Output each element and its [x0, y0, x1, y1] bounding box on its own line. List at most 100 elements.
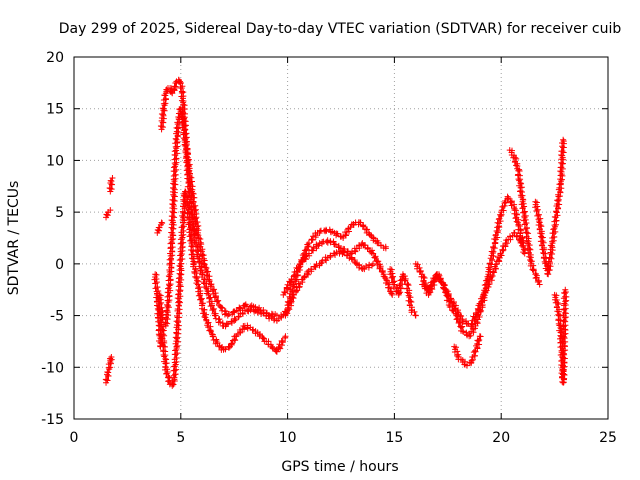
data-point-fill	[237, 305, 244, 312]
data-point-fill	[559, 351, 566, 358]
data-point-fill	[371, 254, 378, 261]
data-point-fill	[188, 255, 195, 262]
data-point-fill	[357, 219, 364, 226]
data-point-fill	[191, 202, 198, 209]
x-tick-label: 20	[492, 430, 510, 446]
data-point-fill	[203, 285, 210, 292]
data-point-fill	[162, 95, 169, 102]
data-point	[382, 245, 389, 252]
data-point-fill	[522, 226, 529, 233]
data-point-fill	[163, 360, 170, 367]
data-point-fill	[169, 381, 176, 388]
data-point-fill	[283, 309, 290, 316]
data-point	[553, 297, 560, 304]
data-point-fill	[260, 335, 267, 342]
data-point-fill	[516, 166, 523, 173]
data-point	[562, 286, 569, 293]
data-point-fill	[558, 148, 565, 155]
data-point-fill	[507, 233, 514, 240]
data-point-fill	[511, 229, 518, 236]
data-point-fill	[157, 122, 164, 129]
data-point	[370, 260, 377, 267]
data-point-fill	[492, 239, 499, 246]
data-point-fill	[175, 338, 182, 345]
data-point-fill	[157, 296, 164, 303]
data-point-fill	[421, 274, 428, 281]
data-point-fill	[370, 237, 377, 244]
data-point-fill	[359, 222, 366, 229]
data-point-fill	[542, 250, 549, 257]
data-point-fill	[177, 271, 184, 278]
data-point-fill	[499, 246, 506, 253]
data-point	[173, 136, 180, 143]
data-point-fill	[534, 212, 541, 219]
data-point-fill	[507, 198, 514, 205]
data-point-fill	[427, 282, 434, 289]
data-point-fill	[241, 326, 248, 333]
data-point-fill	[159, 339, 166, 346]
data-point-fill	[430, 275, 437, 282]
data-point-fill	[318, 260, 325, 267]
data-point-fill	[340, 249, 347, 256]
data-point-fill	[178, 89, 185, 96]
data-point-fill	[222, 346, 229, 353]
data-point-fill	[236, 304, 243, 311]
data-point	[476, 333, 483, 340]
data-point-fill	[474, 305, 481, 312]
data-point-fill	[486, 260, 493, 267]
data-point-fill	[544, 270, 551, 277]
data-point-fill	[533, 274, 540, 281]
x-axis-label: GPS time / hours	[281, 459, 398, 475]
data-point-fill	[180, 239, 187, 246]
data-point-fill	[305, 250, 312, 257]
axis-ticks: 0 5 10 15 20 25 -15 -10 -5 0 5 10 15 20	[41, 50, 617, 446]
data-point-fill	[561, 326, 568, 333]
data-point-fill	[503, 240, 510, 247]
data-point-fill	[196, 284, 203, 291]
data-point-fill	[340, 233, 347, 240]
x-tick-label: 10	[279, 430, 297, 446]
data-point-fill	[364, 245, 371, 252]
data-point-fill	[106, 185, 113, 192]
data-point-fill	[195, 232, 202, 239]
data-point-fill	[244, 325, 251, 332]
data-point-fill	[272, 347, 279, 354]
y-tick-label: 15	[46, 102, 64, 118]
data-point-fill	[309, 247, 316, 254]
data-point-fill	[175, 129, 182, 136]
data-point-fill	[460, 328, 467, 335]
data-point-fill	[107, 355, 114, 362]
data-point	[108, 353, 115, 360]
data-point-fill	[200, 279, 207, 286]
data-point-fill	[405, 282, 412, 289]
data-point-fill	[228, 318, 235, 325]
y-axis-label: SDTVAR / TECUs	[6, 181, 22, 296]
data-point-fill	[560, 335, 567, 342]
data-point-fill	[476, 306, 483, 313]
data-point-fill	[165, 285, 172, 292]
data-point-fill	[175, 114, 182, 121]
data-point-fill	[230, 309, 237, 316]
data-point-fill	[454, 352, 461, 359]
data-point-fill	[199, 252, 206, 259]
data-point-fill	[179, 208, 186, 215]
data-point-fill	[520, 243, 527, 250]
data-point-fill	[381, 273, 388, 280]
data-point-fill	[159, 220, 166, 227]
data-point-fill	[284, 310, 291, 317]
data-point-fill	[285, 304, 292, 311]
data-point-fill	[558, 185, 565, 192]
data-point	[412, 312, 419, 319]
data-point-fill	[560, 367, 567, 374]
data-point-fill	[187, 174, 194, 181]
data-point-fill	[348, 249, 355, 256]
data-point-fill	[472, 310, 479, 317]
data-point-fill	[411, 308, 418, 315]
data-point-fill	[532, 275, 539, 282]
data-point-fill	[481, 282, 488, 289]
data-point-fill	[538, 234, 545, 241]
data-point-fill	[180, 119, 187, 126]
data-point-fill	[523, 237, 530, 244]
plot-frame	[73, 56, 609, 420]
data-point-fill	[205, 268, 212, 275]
